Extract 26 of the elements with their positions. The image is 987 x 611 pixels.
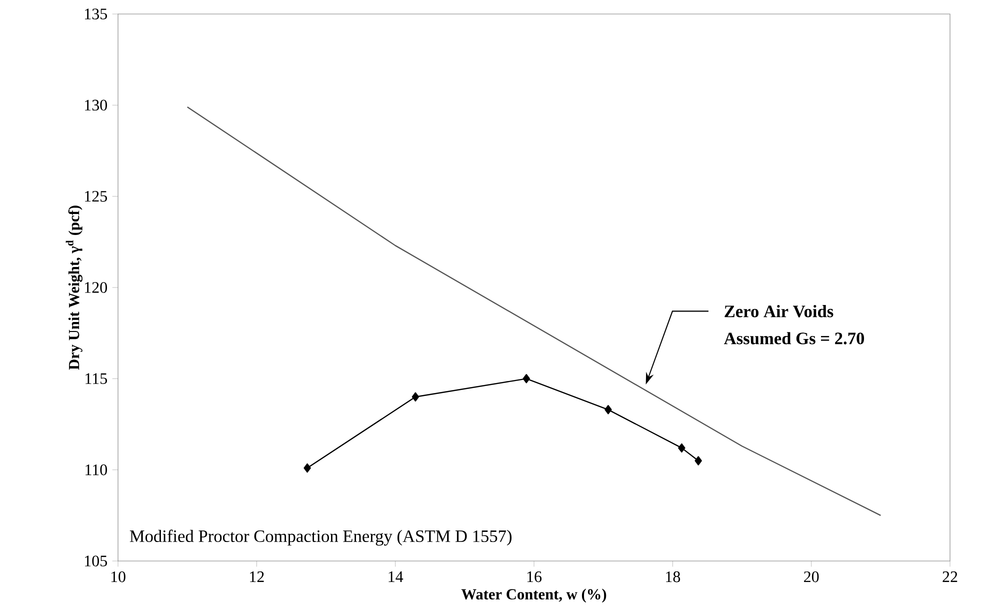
y-tick-label: 105: [85, 556, 107, 566]
point: [522, 374, 530, 384]
point: [694, 456, 702, 466]
y-tick-label: 110: [86, 464, 107, 476]
x-tick-label: 10: [111, 571, 126, 582]
point: [412, 392, 420, 402]
point: [604, 405, 612, 414]
annotation: Modified Proctor Compaction Energy (ASTM D 1557): [130, 530, 512, 546]
x-tick-label: 18: [666, 571, 680, 582]
y-axis-title: Dry Unit Weight, γ$^{d}$ (pcf): [66, 206, 82, 370]
point: [678, 443, 686, 453]
y-tick-label: 135: [85, 8, 107, 20]
x-axis-title: Water Content, w (%): [461, 588, 606, 603]
line-series: [186, 106, 882, 516]
x-tick-label: 16: [527, 571, 542, 582]
x-tick-label: 12: [250, 571, 264, 582]
y-tick-label: 120: [85, 282, 107, 293]
y-tick-label: 130: [85, 100, 107, 111]
y-tick-label: 125: [85, 190, 107, 202]
annotation: Assumed Gs = 2.70: [724, 332, 864, 344]
annotation: Zero Air Voids: [724, 305, 834, 318]
x-tick-label: 20: [804, 571, 819, 582]
x-tick-label: 22: [942, 571, 958, 582]
x-tick-label: 14: [388, 571, 404, 582]
point: [304, 463, 311, 473]
y-tick-label: 115: [86, 373, 107, 384]
